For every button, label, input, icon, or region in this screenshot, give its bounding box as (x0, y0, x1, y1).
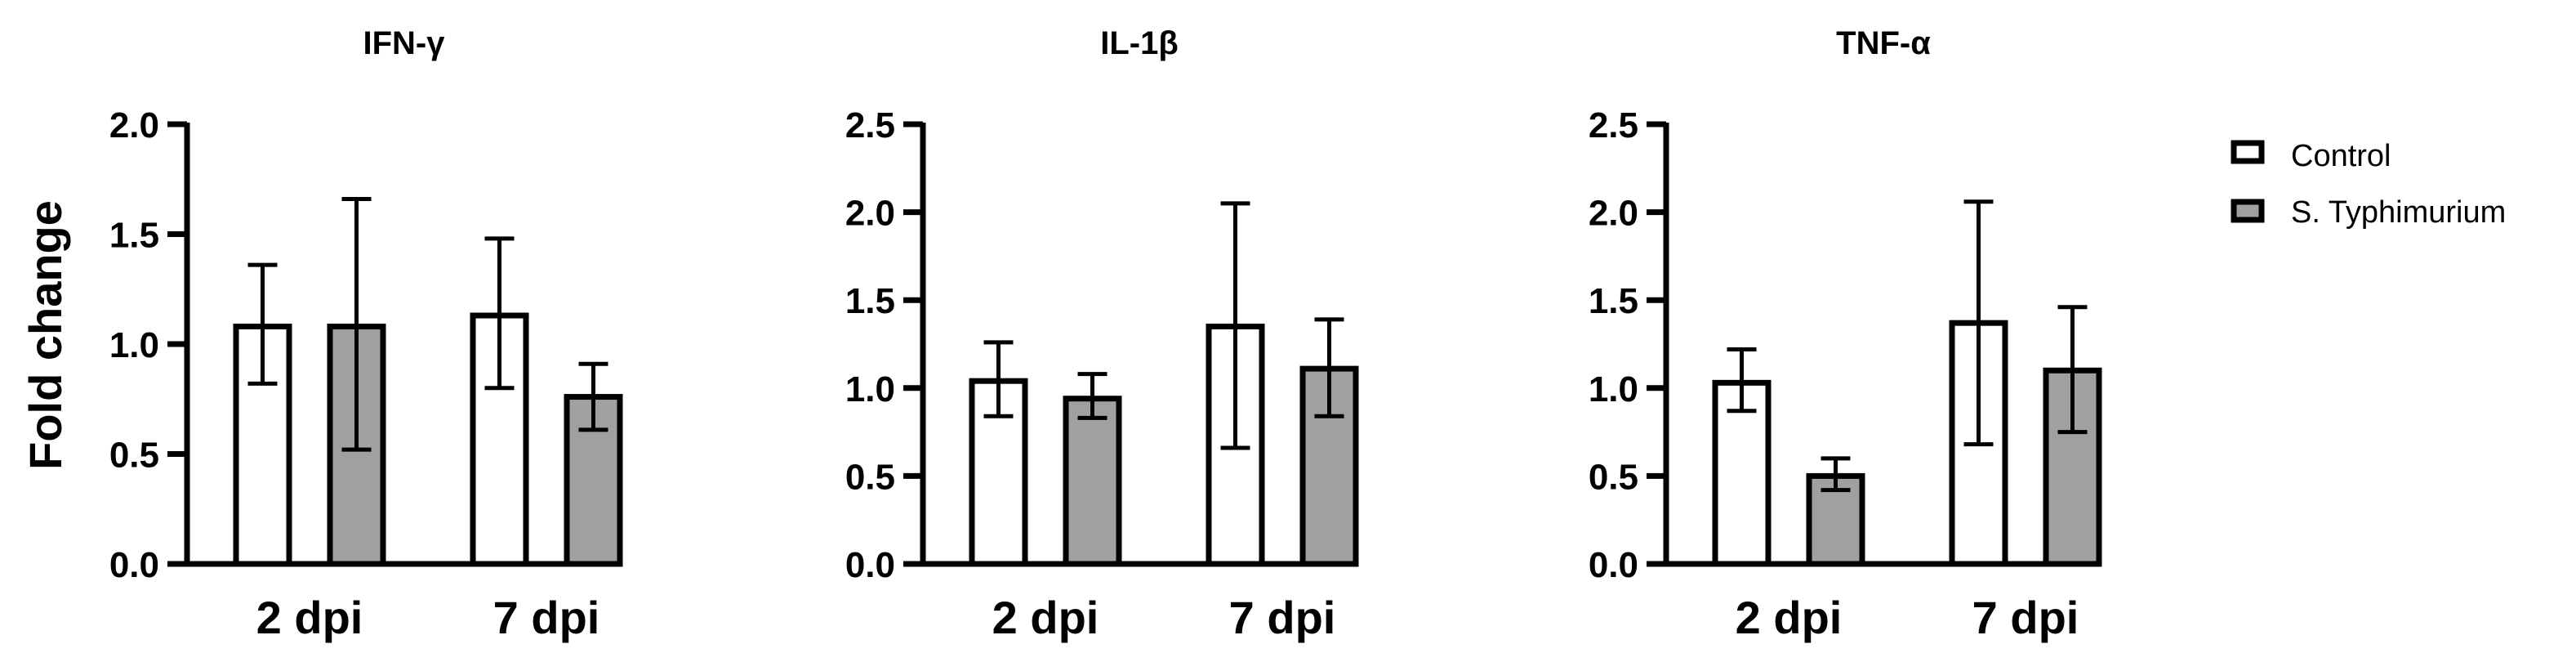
panel-title-p3: TNF-α (1836, 25, 1931, 61)
y-tick-label-p3: 2.0 (1589, 194, 1638, 234)
y-tick-label-p3: 1.0 (1589, 369, 1638, 409)
y-tick-label-p1: 0.0 (109, 545, 159, 585)
category-label-p3: 2 dpi (1736, 592, 1843, 643)
panel-title-p2: IL-1β (1100, 25, 1179, 61)
y-tick-label-p2: 0.5 (845, 457, 895, 497)
category-label-p2: 2 dpi (992, 592, 1099, 643)
y-tick-label-p2: 0.0 (845, 545, 895, 585)
y-tick-label-p2: 1.0 (845, 369, 895, 409)
category-label-p1: 2 dpi (256, 592, 363, 643)
category-label-p3: 7 dpi (1972, 592, 2079, 643)
legend-label-s-typhimurium: S. Typhimurium (2291, 195, 2506, 230)
y-tick-label-p3: 0.0 (1589, 545, 1638, 585)
y-tick-label-p3: 0.5 (1589, 457, 1638, 497)
y-tick-label-p2: 2.0 (845, 194, 895, 234)
category-label-p2: 7 dpi (1229, 592, 1336, 643)
y-tick-label-p2: 2.5 (845, 105, 895, 145)
y-tick-label-p2: 1.5 (845, 281, 895, 321)
y-tick-label-p1: 1.0 (109, 325, 159, 365)
y-tick-label-p3: 2.5 (1589, 105, 1638, 145)
y-tick-label-p1: 0.5 (109, 436, 159, 476)
legend-swatch-control (2231, 140, 2265, 164)
y-tick-label-p1: 2.0 (109, 105, 159, 145)
y-tick-label-p1: 1.5 (109, 216, 159, 256)
panel-title-p1: IFN-γ (363, 25, 446, 61)
bar-p2-s-typhimurium-1 (1063, 396, 1122, 567)
legend: Control S. Typhimurium (2231, 139, 2506, 230)
y-tick-label-p3: 1.5 (1589, 281, 1638, 321)
legend-label-control: Control (2291, 139, 2391, 173)
legend-swatch-s-typhimurium (2231, 199, 2265, 223)
category-label-p1: 7 dpi (493, 592, 600, 643)
y-axis-label: Fold change (20, 200, 71, 470)
